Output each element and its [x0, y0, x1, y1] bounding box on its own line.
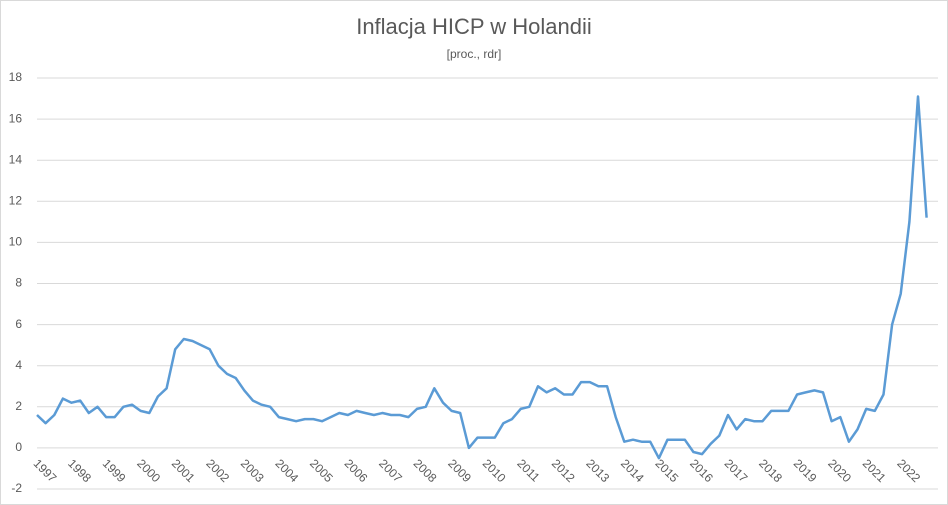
y-tick-label: 16: [9, 111, 23, 125]
y-tick-label: 12: [9, 193, 23, 207]
y-tick-label: -2: [11, 481, 22, 495]
y-tick-label: 8: [15, 276, 22, 290]
y-tick-label: 18: [9, 70, 23, 84]
y-tick-label: 6: [15, 317, 22, 331]
y-tick-label: 14: [9, 152, 23, 166]
y-tick-label: 2: [15, 399, 22, 413]
y-tick-label: 10: [9, 235, 23, 249]
data-line: [36, 95, 928, 460]
y-tick-label: 4: [15, 358, 22, 372]
chart-subtitle: [proc., rdr]: [447, 47, 502, 61]
y-tick-label: 0: [15, 440, 22, 454]
chart-title: Inflacja HICP w Holandii: [356, 14, 592, 39]
